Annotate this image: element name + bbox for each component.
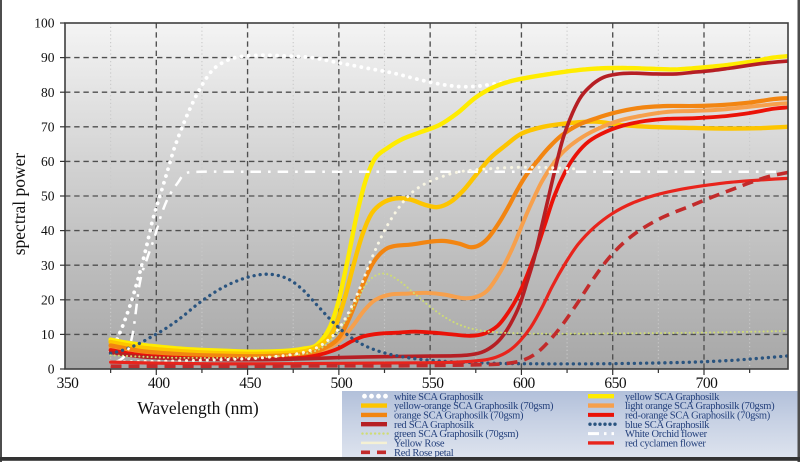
svg-text:50: 50	[41, 189, 55, 204]
svg-text:White Orchid flower: White Orchid flower	[625, 429, 708, 440]
svg-text:blue SCA Graphosilk: blue SCA Graphosilk	[625, 420, 710, 431]
svg-text:Wavelength (nm): Wavelength (nm)	[137, 398, 259, 418]
svg-text:400: 400	[148, 375, 171, 392]
svg-text:450: 450	[239, 375, 262, 392]
svg-text:70: 70	[41, 119, 55, 134]
svg-text:0: 0	[48, 362, 55, 377]
svg-text:green SCA Graphosilk (70gsm): green SCA Graphosilk (70gsm)	[394, 429, 519, 440]
svg-text:10: 10	[41, 327, 55, 342]
svg-text:60: 60	[41, 154, 55, 169]
svg-text:white SCA Graphosilk: white SCA Graphosilk	[394, 392, 484, 403]
svg-text:650: 650	[604, 375, 627, 392]
svg-text:20: 20	[41, 292, 55, 307]
svg-text:orange SCA Graphosilk (70gsm): orange SCA Graphosilk (70gsm)	[394, 411, 524, 422]
svg-text:yellow SCA Graphosilk: yellow SCA Graphosilk	[625, 392, 720, 403]
svg-text:600: 600	[513, 375, 536, 392]
svg-text:350: 350	[57, 375, 80, 392]
svg-text:yellow-orange SCA Graphosilk (: yellow-orange SCA Graphosilk (70gsm)	[394, 401, 554, 412]
svg-text:light orange SCA Graphosilk (7: light orange SCA Graphosilk (70gsm)	[625, 401, 775, 412]
svg-text:spectral power: spectral power	[9, 153, 29, 256]
svg-text:100: 100	[34, 16, 55, 31]
svg-text:30: 30	[41, 258, 55, 273]
svg-text:40: 40	[41, 223, 55, 238]
svg-text:red cyclamen flower: red cyclamen flower	[625, 439, 706, 450]
svg-text:red-orange SCA Graphosilk (70g: red-orange SCA Graphosilk (70gsm)	[625, 411, 771, 422]
svg-text:red SCA Graphosilk: red SCA Graphosilk	[394, 420, 475, 431]
svg-text:90: 90	[41, 50, 55, 65]
svg-text:500: 500	[331, 375, 354, 392]
svg-text:550: 550	[422, 375, 445, 392]
svg-text:Red Rose petal: Red Rose petal	[394, 448, 454, 459]
svg-text:700: 700	[696, 375, 719, 392]
svg-text:Yellow Rose: Yellow Rose	[394, 439, 445, 450]
svg-text:80: 80	[41, 85, 55, 100]
